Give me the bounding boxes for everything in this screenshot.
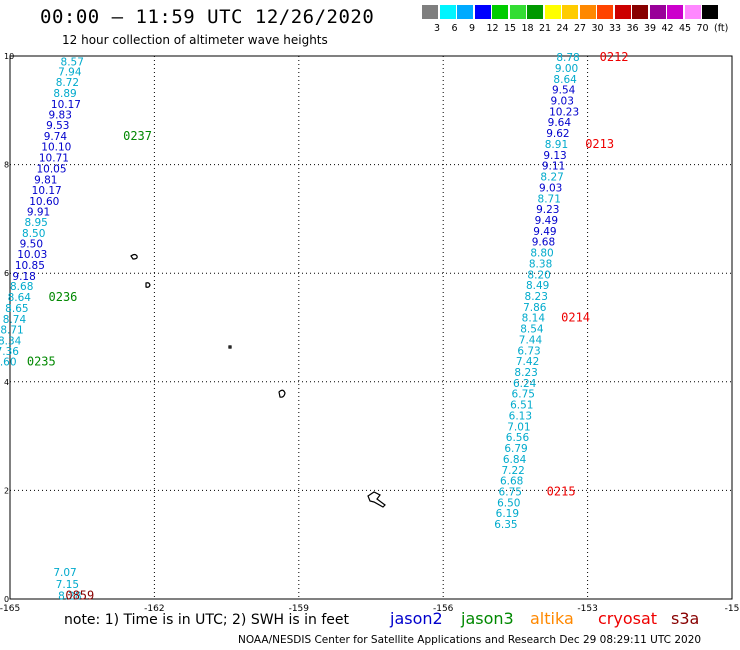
credit-line: NOAA/NESDIS Center for Satellite Applica… xyxy=(238,634,701,646)
pass-time-label: 0215 xyxy=(547,484,576,498)
units-note: note: 1) Time is in UTC; 2) SWH is in fe… xyxy=(64,612,349,628)
pass-time-label: 0214 xyxy=(561,311,590,325)
y-tick-label: 8 xyxy=(4,161,9,170)
map-frame xyxy=(10,56,732,599)
satellite-name: jason2 xyxy=(390,609,443,628)
pass-time-label: 0212 xyxy=(600,50,629,64)
pass-time-label: 0235 xyxy=(27,355,56,369)
satellite-name: s3a xyxy=(671,609,699,628)
pass-time-label: 0859 xyxy=(65,589,94,603)
island-outline xyxy=(229,346,231,348)
island-outline xyxy=(368,492,385,507)
y-tick-label: 0 xyxy=(4,595,9,604)
wave-height-value: 6.35 xyxy=(494,519,517,531)
x-tick-label: -153 xyxy=(577,604,597,614)
wave-height-value: 7.07 xyxy=(53,567,76,579)
pass-time-label: 0213 xyxy=(585,137,614,151)
island-outline xyxy=(146,283,150,288)
y-tick-label: 6 xyxy=(4,269,9,278)
satellite-name: jason3 xyxy=(461,609,514,628)
wave-height-value: 8.60 xyxy=(0,357,17,369)
x-tick-label: -15 xyxy=(725,604,740,614)
y-tick-label: 10 xyxy=(4,52,14,61)
pass-time-label: 0237 xyxy=(123,129,152,143)
wave-height-map: -165 -162 -159 -156 -153 -150246810 8.577.948.… xyxy=(0,0,740,650)
satellite-name: cryosat xyxy=(598,609,657,628)
x-tick-label: -165 xyxy=(0,604,20,614)
island-outline xyxy=(279,390,285,397)
pass-time-label: 0236 xyxy=(49,290,78,304)
satellite-name: altika xyxy=(530,609,574,628)
y-tick-label: 4 xyxy=(4,378,9,387)
island-outline xyxy=(131,255,137,260)
y-tick-label: 2 xyxy=(4,486,9,495)
